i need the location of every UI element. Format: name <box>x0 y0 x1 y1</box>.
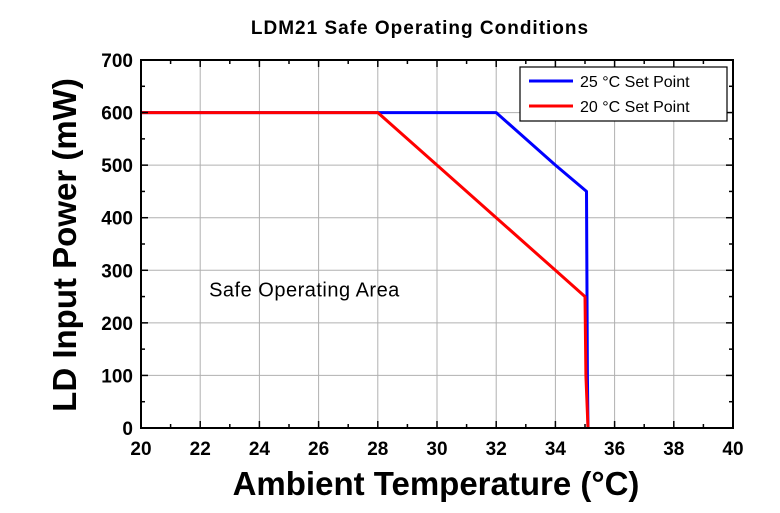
x-tick-label: 32 <box>486 439 507 460</box>
legend-label: 20 °C Set Point <box>580 99 690 116</box>
y-tick-label: 600 <box>101 104 133 125</box>
series-layer <box>141 111 590 429</box>
axis-ticks <box>140 59 734 429</box>
x-tick-label: 26 <box>308 439 329 460</box>
legend-box <box>519 66 728 122</box>
x-tick-label: 20 <box>130 439 151 460</box>
y-tick-label: 500 <box>101 156 133 177</box>
y-tick-label: 0 <box>122 419 133 440</box>
y-tick-label: 200 <box>101 314 133 335</box>
y-tick-label: 100 <box>101 366 133 387</box>
y-tick-label: 400 <box>101 209 133 230</box>
y-tick-label: 700 <box>101 51 133 72</box>
legend-label: 25 °C Set Point <box>580 74 690 91</box>
x-tick-label: 36 <box>604 439 625 460</box>
chart-title: LDM21 Safe Operating Conditions <box>251 18 589 39</box>
x-tick-label: 22 <box>190 439 211 460</box>
safe-operating-area-label: Safe Operating Area <box>209 280 400 302</box>
x-tick-label: 40 <box>722 439 743 460</box>
y-tick-label: 300 <box>101 261 133 282</box>
legend: 25 °C Set Point 20 °C Set Point <box>519 66 728 122</box>
tick-labels: 20 22 24 26 28 30 32 34 36 38 40010020030040050060… <box>101 51 743 460</box>
x-tick-label: 24 <box>249 439 271 460</box>
x-axis-label: Ambient Temperature (°C) <box>233 465 640 502</box>
x-tick-label: 30 <box>426 439 447 460</box>
x-tick-label: 34 <box>545 439 567 460</box>
series-line-2 <box>141 111 590 429</box>
y-axis-label: LD Input Power (mW) <box>46 78 83 412</box>
x-tick-label: 28 <box>367 439 388 460</box>
x-tick-label: 38 <box>663 439 684 460</box>
